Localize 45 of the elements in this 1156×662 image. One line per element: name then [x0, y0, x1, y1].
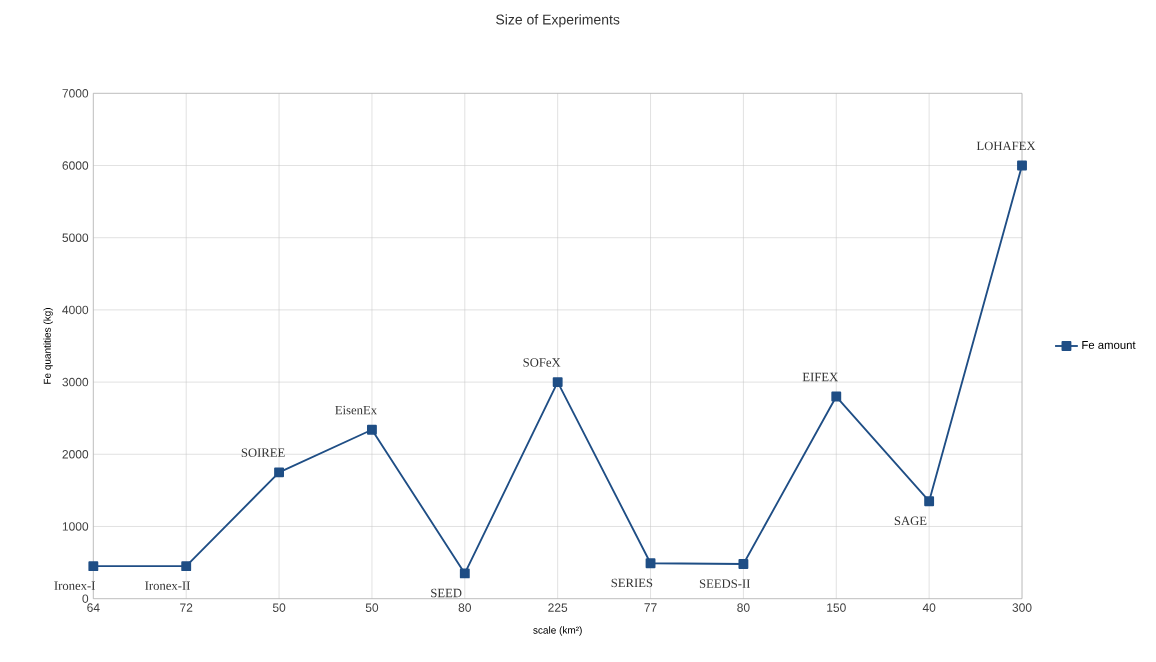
point: [459, 568, 470, 579]
annotation: Ironex-II: [145, 581, 190, 590]
x-tick-label: 225: [548, 603, 568, 612]
x-tick-label: 64: [87, 603, 100, 612]
point: [367, 424, 377, 435]
point: [552, 377, 563, 388]
point: [88, 561, 99, 572]
annotation: SOFeX: [523, 358, 561, 367]
x-tick-label: 77: [644, 603, 657, 612]
annotation: SOIREE: [241, 448, 285, 457]
x-tick-label: 80: [458, 603, 472, 612]
legend-label: Fe amount: [1082, 341, 1136, 349]
annotation: Ironex-I: [54, 581, 95, 590]
point: [645, 558, 656, 569]
point: [1017, 160, 1027, 171]
point: [924, 496, 935, 507]
x-axis-title: scale (km²): [533, 626, 582, 636]
chart-title: Size of Experiments: [496, 14, 620, 28]
y-tick-label: 0: [82, 594, 89, 603]
y-tick-label: 5000: [62, 233, 89, 242]
annotation: SAGE: [894, 516, 927, 526]
point: [831, 391, 842, 402]
point: [738, 559, 749, 569]
y-axis-title: Fe quantities (kg): [43, 308, 53, 384]
y-tick-label: 7000: [62, 89, 89, 98]
point: [181, 561, 192, 572]
point: [274, 467, 285, 478]
annotation: SEEDS-II: [699, 579, 750, 588]
x-tick-label: 150: [827, 603, 846, 612]
y-tick-label: 1000: [62, 522, 89, 531]
annotation: SERIES: [611, 578, 653, 588]
x-tick-label: 40: [922, 603, 936, 612]
annotation: EIFEX: [802, 372, 838, 382]
x-tick-label: 50: [365, 603, 379, 612]
annotation: EisenEx: [335, 405, 377, 415]
y-tick-label: 2000: [62, 450, 89, 459]
x-tick-label: 80: [737, 603, 750, 612]
annotation: LOHAFEX: [976, 141, 1036, 151]
x-tick-label: 50: [272, 603, 286, 612]
y-tick-label: 6000: [62, 161, 89, 170]
annotation: SEED: [431, 588, 462, 598]
x-tick-label: 72: [180, 603, 193, 612]
y-tick-label: 3000: [62, 377, 89, 387]
x-tick-label: 300: [1012, 603, 1032, 612]
y-tick-label: 4000: [62, 305, 89, 315]
